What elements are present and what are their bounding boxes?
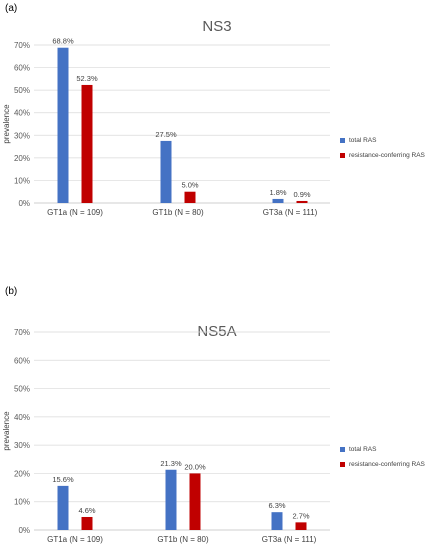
y-tick-label: 20% (14, 154, 30, 163)
bar (296, 200, 308, 203)
y-tick-label: 70% (14, 41, 30, 50)
category-label: GT3a (N = 111) (262, 535, 317, 544)
bar (272, 198, 284, 203)
y-tick-label: 0% (18, 199, 30, 208)
y-axis-title: prevalence (2, 411, 11, 451)
bar (271, 512, 283, 530)
legend-item: resistance-conferring RAS (340, 148, 425, 163)
y-tick-label: 10% (14, 176, 30, 185)
data-label: 2.7% (292, 511, 309, 520)
data-label: 4.6% (78, 506, 95, 515)
y-tick-label: 20% (14, 469, 30, 478)
bar (165, 469, 177, 530)
legend-label: total RAS (349, 137, 377, 144)
data-label: 27.5% (155, 130, 177, 139)
y-axis-title: prevalence (2, 104, 11, 144)
category-label: GT3a (N = 111) (263, 208, 318, 217)
panel-letter: (b) (5, 286, 18, 297)
data-label: 1.8% (269, 188, 286, 197)
legend: total RAS resistance-conferring RAS (340, 133, 425, 163)
chart-title: NS5A (197, 323, 237, 340)
y-tick-label: 70% (14, 328, 30, 337)
category-label: GT1a (N = 109) (47, 208, 103, 217)
legend-swatch (340, 462, 345, 467)
bar (57, 485, 69, 530)
data-label: 0.9% (293, 190, 310, 199)
chart-svg: 0% 10% 20% 30% 40% 50% 60% 70% prevalence 15.6% 4.… (2, 328, 330, 544)
legend-item: total RAS (340, 133, 425, 148)
data-label: 15.6% (52, 475, 74, 484)
data-label: 5.0% (181, 181, 198, 190)
bar (81, 84, 93, 203)
chart-panel-b: (b) NS5A 0% 10% 20% 30% 40% 50% 60% 70% prevalen… (0, 275, 434, 550)
panel-letter: (a) (5, 3, 18, 14)
bar (189, 473, 201, 530)
legend-item: resistance-conferring RAS (340, 457, 425, 472)
y-tick-label: 0% (18, 526, 30, 535)
y-tick-label: 60% (14, 356, 30, 365)
y-tick-label: 50% (14, 86, 30, 95)
legend-label: resistance-conferring RAS (349, 152, 425, 159)
data-label: 6.3% (268, 501, 285, 510)
bar (295, 522, 307, 530)
y-tick-label: 40% (14, 413, 30, 422)
bar (184, 191, 196, 203)
bar (57, 47, 69, 203)
legend-swatch (340, 447, 345, 452)
y-tick-label: 30% (14, 441, 30, 450)
y-tick-label: 10% (14, 498, 30, 507)
chart-title: NS3 (202, 18, 232, 35)
category-label: GT1a (N = 109) (47, 535, 103, 544)
legend: total RAS resistance-conferring RAS (340, 442, 425, 472)
bar (160, 140, 172, 203)
bar (81, 516, 93, 530)
category-label: GT1b (N = 80) (152, 208, 204, 217)
legend-label: resistance-conferring RAS (349, 461, 425, 468)
y-tick-label: 30% (14, 131, 30, 140)
y-tick-label: 40% (14, 109, 30, 118)
chart-panel-a: (a) NS3 0% 10% 20% 30% 40% 50% 60% 70% prevalenc… (2, 3, 425, 217)
data-label: 68.8% (52, 37, 74, 46)
y-tick-label: 60% (14, 64, 30, 73)
data-label: 21.3% (160, 459, 182, 468)
category-label: GT1b (N = 80) (157, 535, 209, 544)
chart-svg: 0% 10% 20% 30% 40% 50% 60% 70% prevalence 68.8% 52… (2, 37, 330, 217)
legend-swatch (340, 153, 345, 158)
y-tick-label: 50% (14, 385, 30, 394)
legend-label: total RAS (349, 446, 377, 453)
legend-swatch (340, 138, 345, 143)
data-label: 52.3% (76, 74, 98, 83)
data-label: 20.0% (184, 462, 206, 471)
legend-item: total RAS (340, 442, 425, 457)
